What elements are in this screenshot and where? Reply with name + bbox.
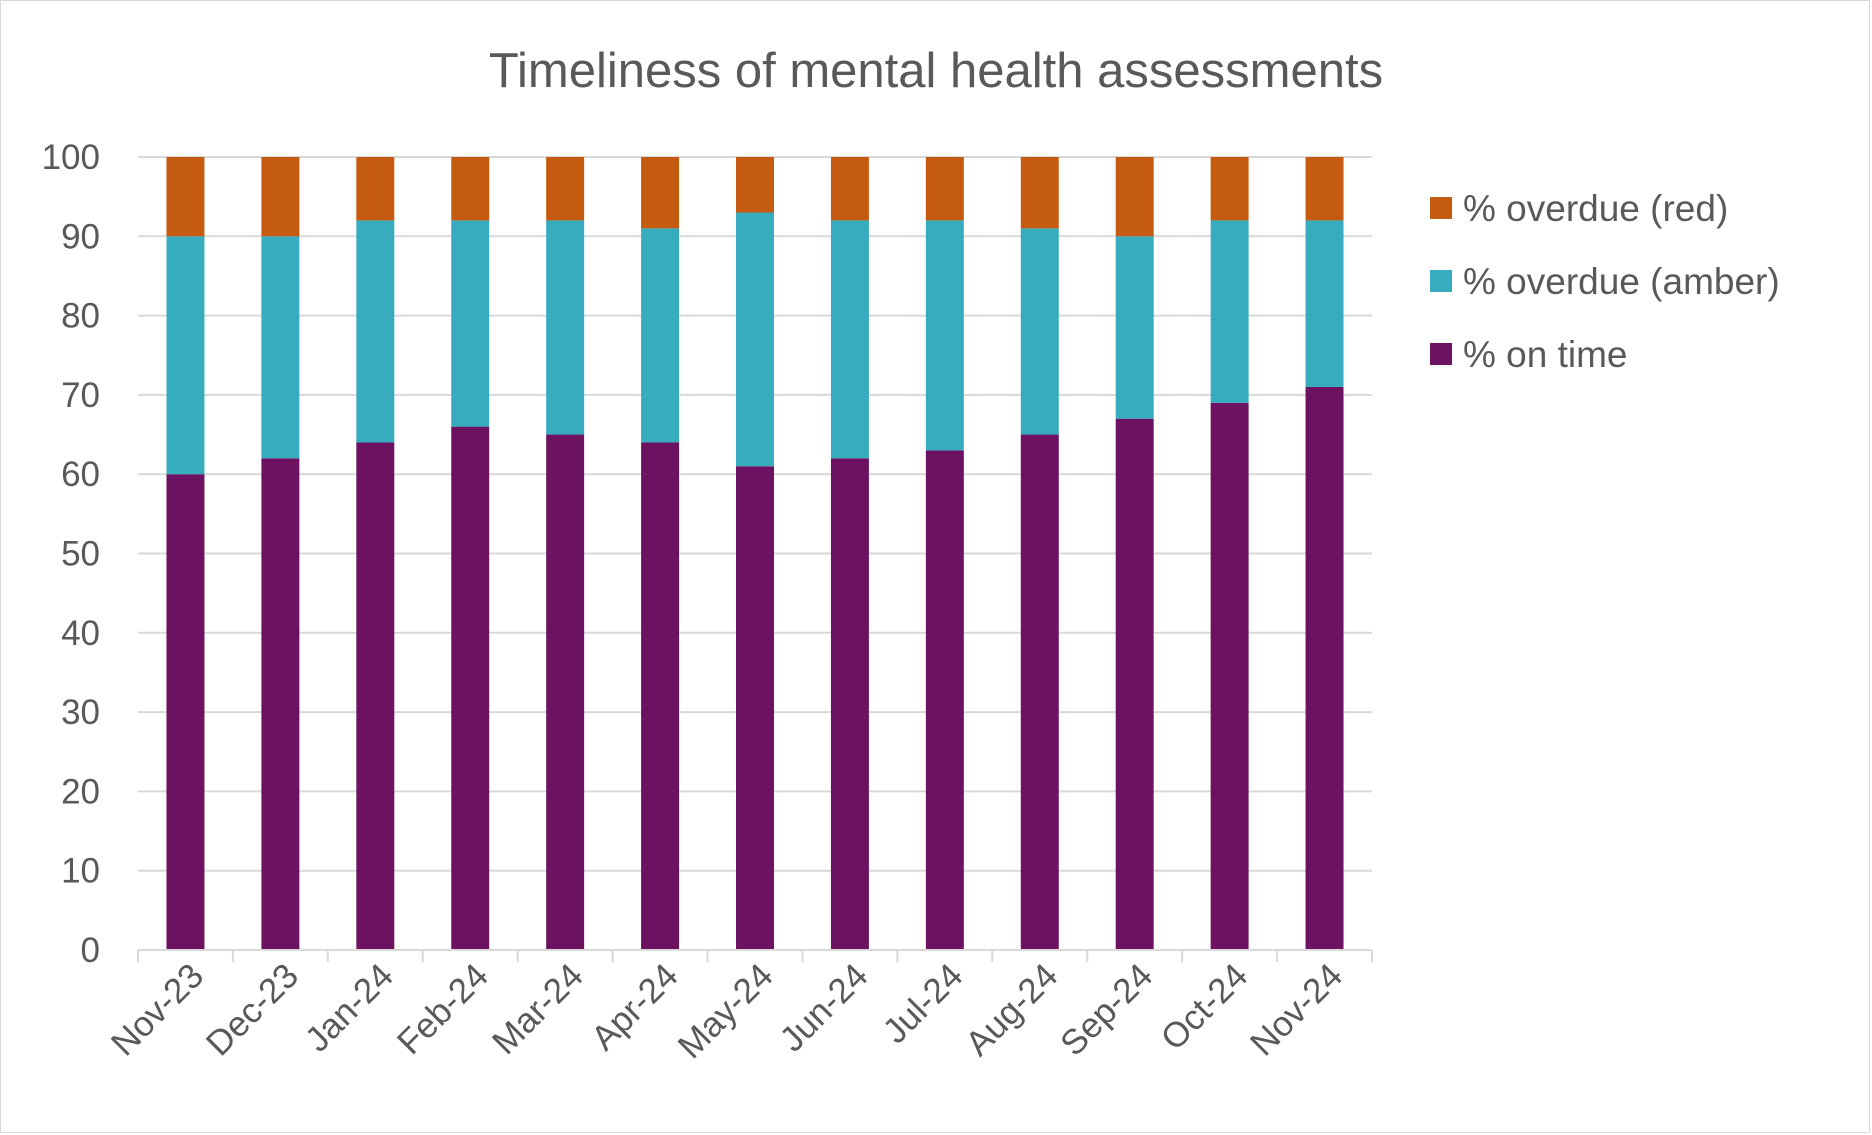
bar-segment	[736, 466, 774, 950]
bar-segment	[641, 442, 680, 950]
bar-segment	[1020, 434, 1059, 950]
bar-segment	[1115, 418, 1154, 950]
bars	[166, 157, 1344, 951]
x-tick-label: Nov-24	[1243, 956, 1350, 1063]
bar-segment	[451, 220, 490, 427]
bar-segment	[1020, 157, 1059, 229]
x-tick-label: Jul-24	[876, 956, 971, 1051]
y-tick-label: 20	[61, 772, 100, 811]
bar-segment	[1210, 157, 1249, 221]
bar-segment	[925, 157, 964, 221]
bar-segment	[166, 474, 205, 950]
x-tick-label: Jun-24	[772, 956, 875, 1059]
x-tick-label: Sep-24	[1053, 956, 1160, 1063]
bar-segment	[546, 434, 585, 950]
bar-segment	[166, 157, 205, 237]
legend-label: % overdue (red)	[1463, 188, 1728, 229]
legend-swatch	[1430, 343, 1452, 365]
bar-segment	[1210, 220, 1249, 403]
bar-segment	[830, 458, 869, 950]
bar-segment	[1305, 220, 1344, 387]
legend-label: % overdue (amber)	[1463, 261, 1780, 302]
bar-segment	[925, 450, 964, 950]
bar-segment	[451, 426, 490, 950]
bar-segment	[1210, 402, 1249, 951]
x-tick-label: Feb-24	[390, 956, 496, 1062]
x-tick-label: Mar-24	[485, 956, 591, 1062]
legend: % overdue (red) % overdue (amber) % on tim…	[1430, 188, 1780, 375]
x-tick-label: Nov-23	[104, 956, 211, 1063]
y-tick-label: 10	[61, 852, 100, 891]
bar-segment	[356, 220, 395, 443]
bar-segment	[1305, 157, 1344, 221]
x-tick-label: Jan-24	[298, 956, 401, 1059]
legend-label: % on time	[1463, 334, 1628, 375]
axes: 0 10 20 30 40 50 60 70 80 90 100 Nov-23Dec-23Jan-24…	[42, 138, 1373, 1066]
y-tick-label: 70	[61, 376, 100, 415]
bar-segment	[261, 236, 300, 459]
y-tick-label: 90	[61, 217, 100, 256]
bar-segment	[641, 157, 680, 229]
y-tick-label: 0	[81, 931, 100, 970]
y-tick-label: 60	[61, 455, 100, 494]
legend-swatch	[1430, 270, 1452, 292]
bar-segment	[1115, 157, 1154, 237]
bar-segment	[736, 157, 774, 213]
bar-segment	[830, 157, 869, 221]
y-tick-label: 30	[61, 693, 100, 732]
bar-segment	[641, 228, 680, 443]
y-tick-label: 40	[61, 614, 100, 653]
bar-segment	[1305, 386, 1344, 951]
bar-segment	[1020, 228, 1059, 435]
chart-title: Timeliness of mental health assessments	[489, 44, 1383, 98]
x-tick-label: Aug-24	[958, 956, 1065, 1063]
bar-segment	[1115, 236, 1154, 419]
legend-swatch	[1430, 197, 1452, 219]
bar-segment	[261, 458, 300, 950]
bar-segment	[166, 236, 205, 475]
bar-segment	[736, 212, 774, 467]
bar-segment	[830, 220, 869, 459]
bar-segment	[356, 157, 395, 221]
x-tick-label: Dec-23	[199, 956, 306, 1063]
bar-segment	[546, 157, 585, 221]
y-tick-label: 50	[61, 535, 100, 574]
bar-segment	[356, 442, 395, 950]
y-tick-label: 100	[42, 138, 100, 177]
bar-segment	[546, 220, 585, 435]
x-tick-label: May-24	[671, 956, 781, 1066]
bar-segment	[261, 157, 300, 237]
bar-segment	[451, 157, 490, 221]
y-tick-label: 80	[61, 297, 100, 336]
x-tick-label: Apr-24	[584, 956, 686, 1058]
bar-segment	[925, 220, 964, 451]
x-tick-label: Oct-24	[1153, 956, 1255, 1058]
